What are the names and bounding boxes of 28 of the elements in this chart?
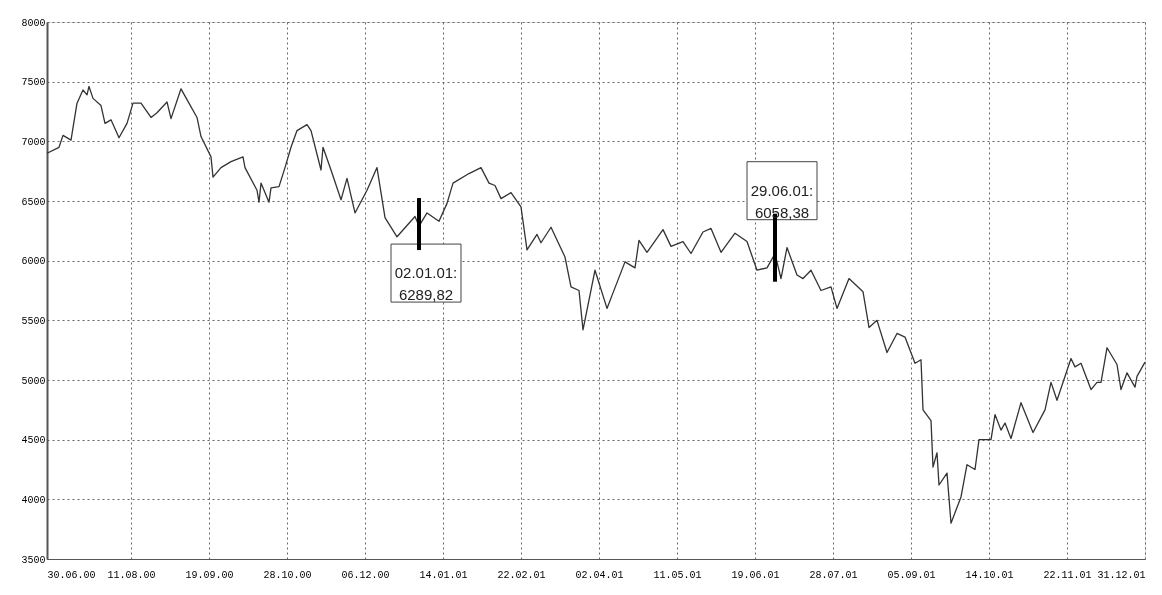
y-tick-label: 7000 [21, 136, 46, 148]
x-tick-label: 11.05.01 [653, 569, 702, 581]
y-tick-label: 6500 [21, 196, 46, 208]
x-tick-label: 31.12.01 [1097, 569, 1146, 581]
annotation: 29.06.01: 6058,38 [750, 181, 814, 221]
x-tick-label: 22.02.01 [497, 569, 546, 581]
x-tick-label: 28.07.01 [809, 569, 858, 581]
y-tick-label: 7500 [21, 77, 46, 89]
y-tick-label: 8000 [21, 17, 46, 29]
x-tick-label: 30.06.00 [47, 569, 96, 581]
y-tick-label: 4500 [21, 435, 46, 447]
x-tick-label: 19.06.01 [731, 569, 780, 581]
annotation: 02.01.01: 6289,82 [394, 264, 458, 304]
x-tick-label: 14.10.01 [965, 569, 1014, 581]
x-tick-label: 14.01.01 [419, 569, 468, 581]
y-tick-label: 3500 [21, 554, 46, 566]
x-tick-label: 05.09.01 [887, 569, 936, 581]
y-tick-label: 5000 [21, 375, 46, 387]
x-tick-label: 28.10.00 [263, 569, 312, 581]
x-tick-label: 19.09.00 [185, 569, 234, 581]
x-tick-label: 11.08.00 [107, 569, 156, 581]
y-tick-label: 5500 [21, 315, 46, 327]
y-tick-label: 6000 [21, 256, 46, 268]
line-series [46, 85, 1146, 524]
x-tick-label: 06.12.00 [341, 569, 390, 581]
y-tick-label: 4000 [21, 494, 46, 506]
x-tick-label: 22.11.01 [1043, 569, 1092, 581]
x-tick-label: 02.04.01 [575, 569, 624, 581]
